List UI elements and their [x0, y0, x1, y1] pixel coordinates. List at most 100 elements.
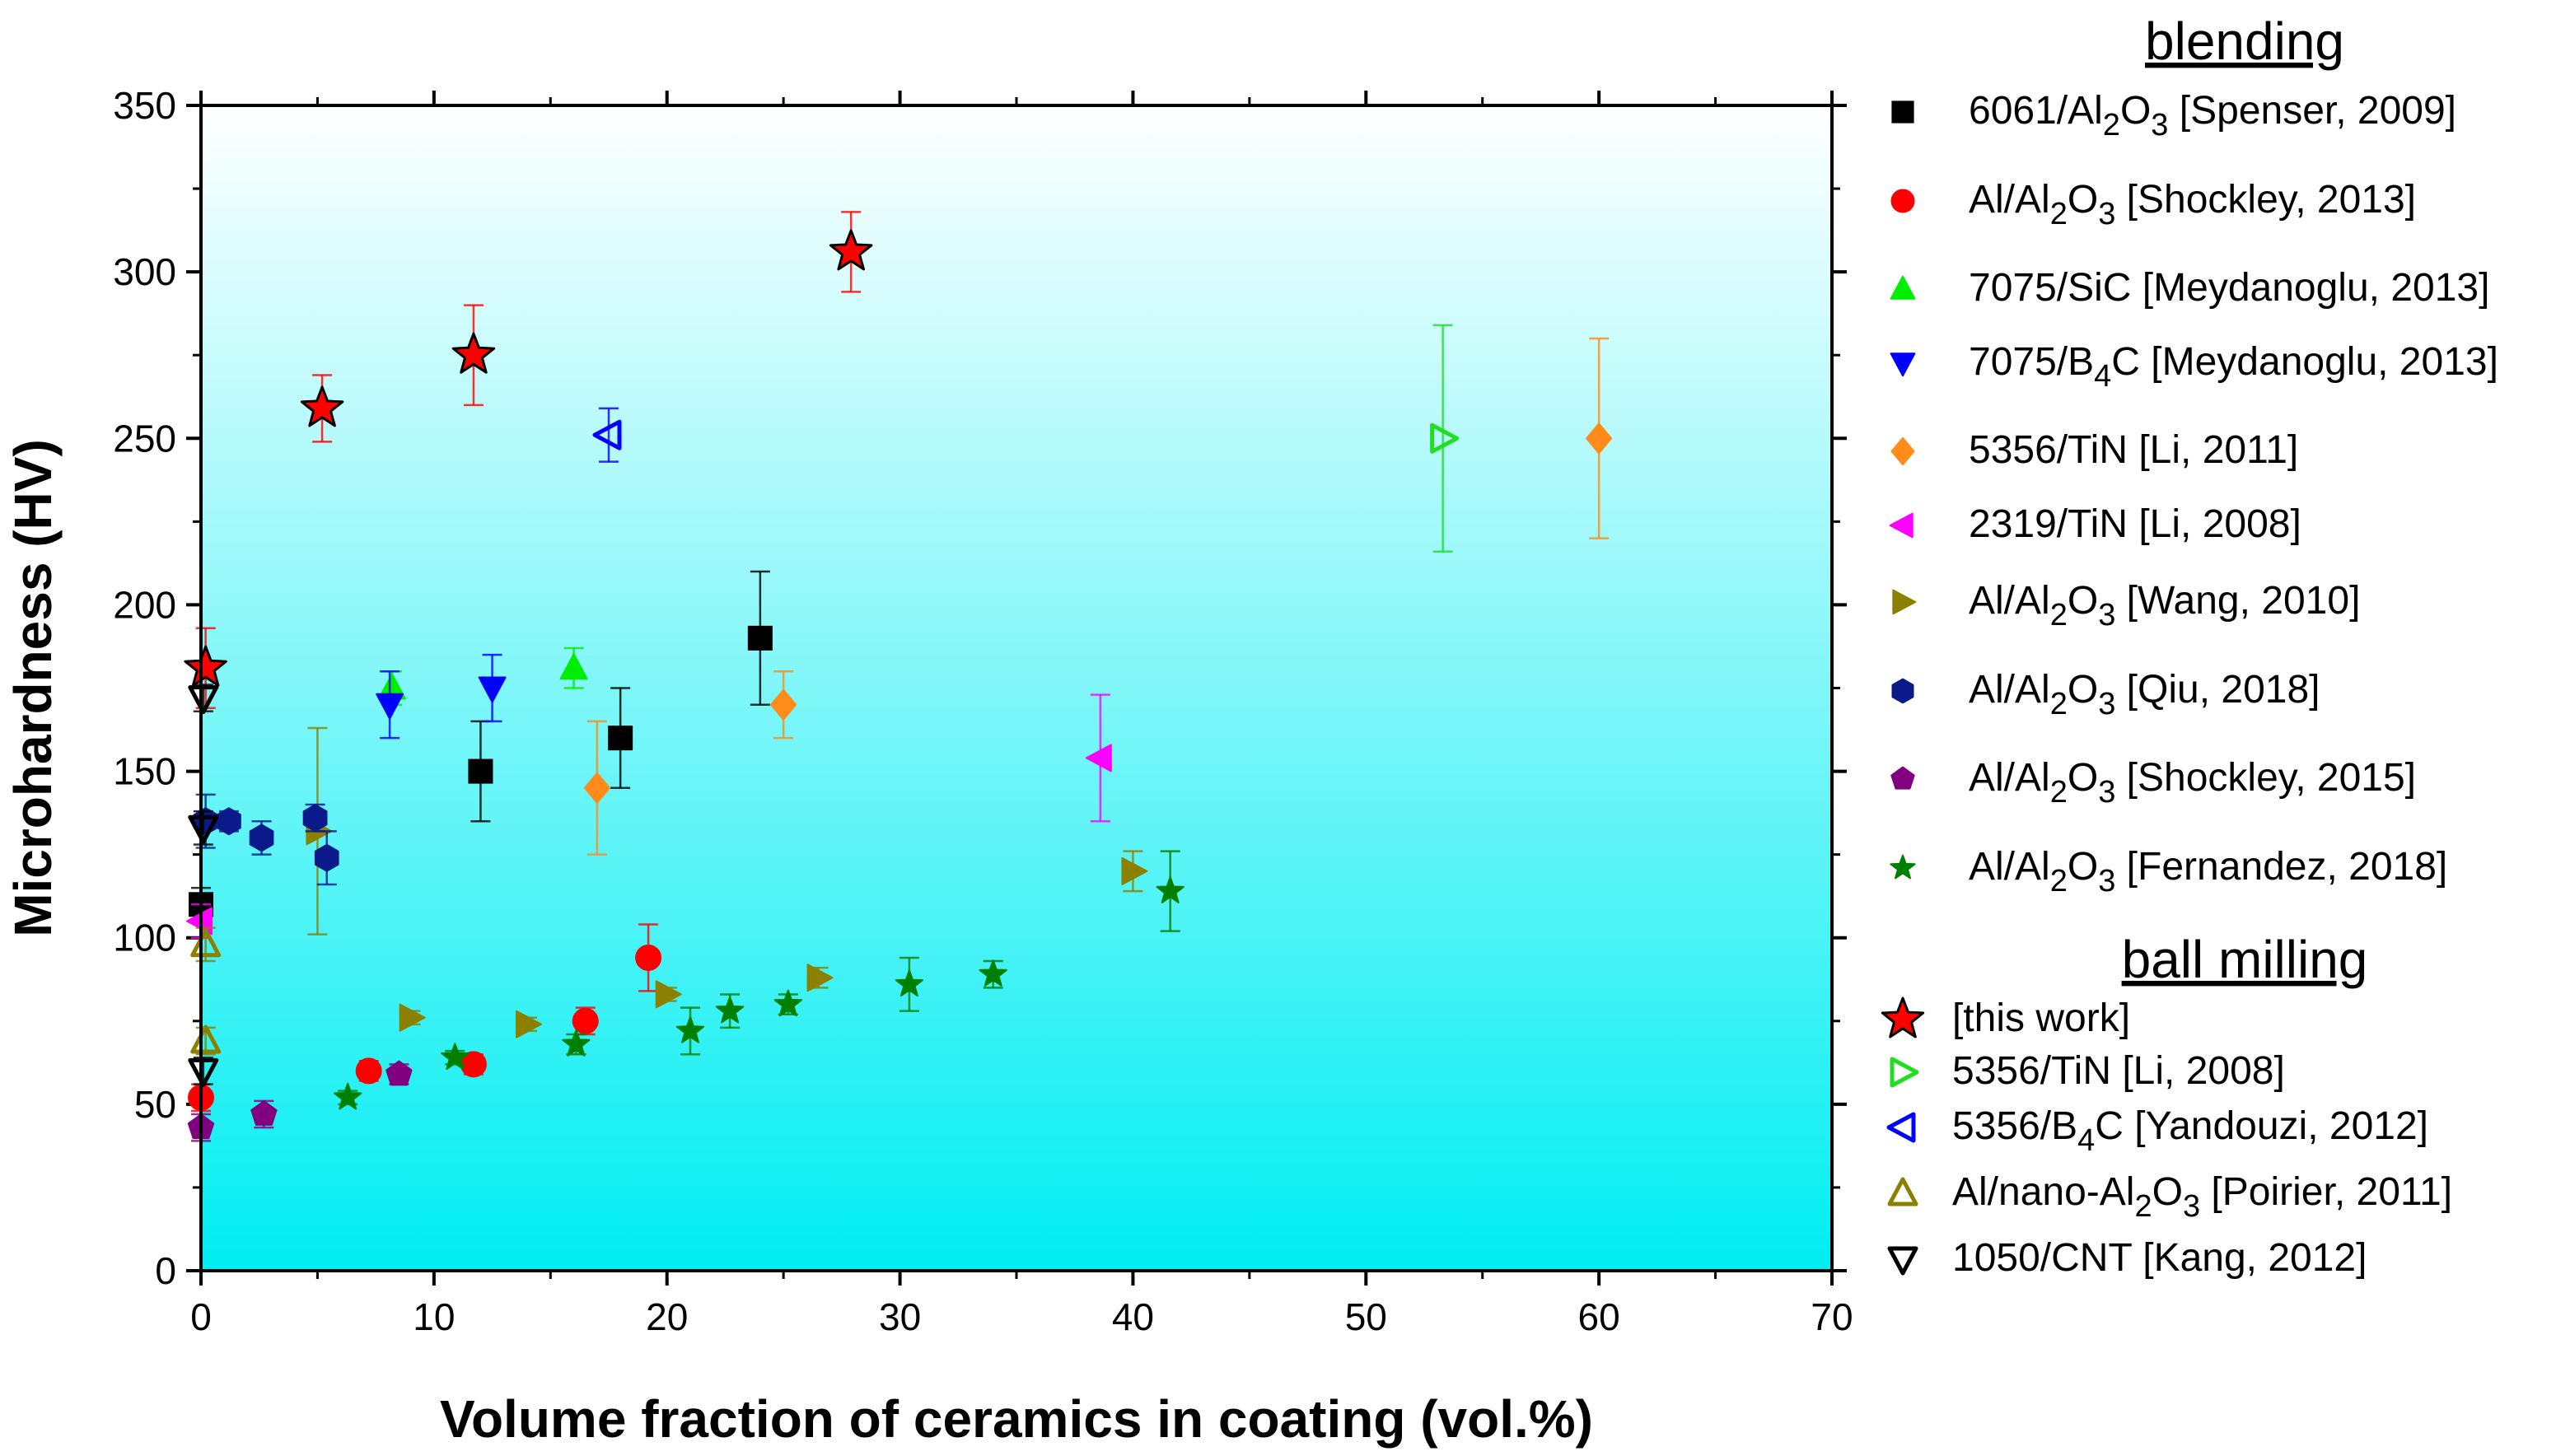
legend-text-prefix: 5356/TiN [Li, 2008]	[1952, 1049, 2285, 1093]
data-point	[1586, 422, 1613, 455]
legend-text-sub2: 3	[2098, 197, 2115, 231]
plot-frame	[199, 104, 1834, 1272]
y-tick-label: 350	[113, 84, 176, 127]
legend-marker	[1890, 189, 1915, 213]
data-point	[478, 676, 507, 703]
legend-text-sub1: 4	[2077, 1123, 2095, 1158]
legend-marker	[1891, 678, 1914, 704]
legend-entry-label: 2319/TiN [Li, 2008]	[1969, 502, 2301, 546]
legend-text-prefix: Al/Al	[1969, 668, 2050, 712]
data-point	[715, 996, 745, 1024]
data-point	[516, 1010, 542, 1038]
legend: blending ball milling 6061/Al2O3 [Spense…	[1881, 12, 2498, 1280]
data-point	[655, 980, 682, 1009]
series-14	[188, 684, 219, 1087]
data-point	[190, 928, 222, 958]
legend-text-prefix: Al/Al	[1969, 579, 2050, 623]
data-point	[355, 1057, 382, 1085]
y-tick-label: 150	[113, 750, 176, 793]
legend-text-mid: O	[2068, 756, 2098, 800]
legend-text-suffix: [Poirier, 2011]	[2200, 1170, 2452, 1214]
legend-entry-label: 5356/B4C [Yandouzi, 2012]	[1952, 1104, 2428, 1158]
legend-text-sub2: 3	[2183, 1189, 2200, 1224]
data-point	[302, 804, 328, 833]
series-0	[189, 570, 773, 922]
legend-text-sub2: 3	[2098, 775, 2115, 810]
legend-text-sub1: 2	[2134, 1189, 2152, 1224]
x-tick-label: 40	[1112, 1295, 1154, 1338]
y-tick-label: 250	[113, 417, 176, 460]
legend-entry-label: 5356/TiN [Li, 2008]	[1952, 1049, 2285, 1093]
legend-entry-label: 7075/SiC [Meydanoglu, 2013]	[1969, 266, 2489, 310]
data-point	[188, 814, 219, 844]
data-point	[773, 989, 802, 1017]
y-tick-label: 100	[113, 917, 176, 959]
series-11	[1430, 324, 1460, 553]
data-point	[747, 625, 773, 651]
legend-marker	[1890, 1057, 1919, 1088]
data-point	[635, 944, 662, 971]
data-point	[250, 1100, 278, 1126]
data-point	[188, 685, 219, 715]
data-point	[592, 419, 622, 450]
legend-text-prefix: 5356/TiN [Li, 2011]	[1969, 428, 2298, 472]
data-point	[770, 688, 797, 721]
x-tick-label: 50	[1345, 1295, 1387, 1338]
legend-text-mid: O	[2068, 845, 2098, 889]
legend-marker	[1886, 1112, 1916, 1143]
data-point	[441, 1043, 470, 1070]
legend-marker	[1889, 512, 1913, 539]
data-point	[334, 1082, 362, 1110]
data-point	[562, 1029, 591, 1057]
series-12	[592, 407, 622, 463]
legend-text-sub1: 2	[2050, 197, 2068, 231]
y-tick-label: 200	[113, 583, 176, 626]
axes: 0 10 20 30 40 50 60 70 0 50 100 150 200 250 300 350	[113, 84, 1853, 1338]
legend-title-blending: blending	[2145, 12, 2344, 71]
y-axis-title: Microhardness (HV)	[3, 439, 63, 937]
legend-text-prefix: 7075/SiC [Meydanoglu, 2013]	[1969, 266, 2489, 310]
legend-marker	[1881, 996, 1925, 1038]
legend-text-prefix: 2319/TiN [Li, 2008]	[1969, 502, 2301, 546]
legend-text-sub1: 2	[2050, 864, 2068, 898]
series-4	[583, 337, 1613, 856]
legend-text-sub1: 4	[2094, 359, 2111, 394]
legend-text-mid: O	[2068, 178, 2098, 222]
legend-text-sub2: 3	[2098, 864, 2115, 898]
x-tick-label: 0	[190, 1295, 212, 1338]
legend-marker	[1890, 854, 1916, 880]
legend-entry-label: Al/Al2O3 [Fernandez, 2018]	[1969, 845, 2447, 898]
legend-entry-label: 1050/CNT [Kang, 2012]	[1952, 1236, 2367, 1280]
legend-text-sub1: 2	[2050, 775, 2068, 810]
legend-text-prefix: Al/Al	[1969, 178, 2050, 222]
data-point	[300, 385, 344, 427]
data-point	[314, 843, 339, 872]
legend-text-suffix: [Fernandez, 2018]	[2115, 845, 2447, 889]
legend-marker	[1890, 352, 1916, 377]
data-point	[572, 1007, 599, 1034]
data-point	[895, 969, 924, 997]
data-point	[675, 1015, 705, 1043]
legend-marker	[1890, 275, 1916, 300]
x-axis-title: Volume fraction of ceramics in coating (…	[440, 1389, 1593, 1449]
y-tick-label: 50	[134, 1083, 176, 1126]
legend-text-sub2: 3	[2151, 108, 2168, 142]
legend-marker	[1890, 766, 1915, 790]
legend-entry-label: 7075/B4C [Meydanoglu, 2013]	[1969, 340, 2498, 394]
y-tick-label: 300	[113, 250, 176, 293]
data-point	[559, 653, 588, 680]
legend-marker	[1890, 436, 1915, 466]
data-point	[829, 229, 873, 271]
data-point	[190, 1024, 222, 1054]
legend-text-suffix: [Spenser, 2009]	[2168, 89, 2456, 133]
x-tick-label: 70	[1811, 1295, 1853, 1338]
legend-text-sub2: 3	[2098, 598, 2115, 632]
data-point	[583, 772, 610, 804]
legend-text-mid: C [Yandouzi, 2012]	[2095, 1104, 2428, 1148]
legend-text-sub1: 2	[2103, 108, 2120, 142]
series-10	[184, 211, 873, 710]
legend-entry-label: [this work]	[1952, 996, 2130, 1040]
legend-text-mid: C [Meydanoglu, 2013]	[2111, 340, 2498, 384]
legend-entry-label: Al/Al2O3 [Qiu, 2018]	[1969, 668, 2320, 721]
